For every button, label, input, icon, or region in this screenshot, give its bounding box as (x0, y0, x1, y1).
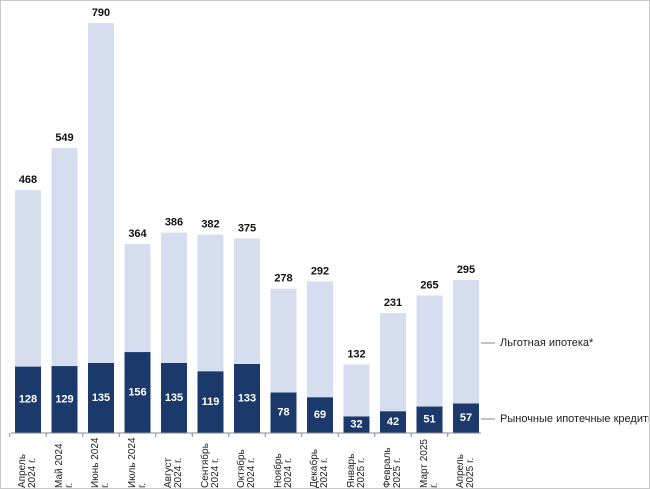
total-label: 549 (55, 132, 73, 144)
bar-segment (307, 397, 333, 433)
total-label: 278 (274, 273, 292, 285)
bar-segment (307, 281, 333, 398)
bar-segment (453, 403, 479, 433)
legend-label: Льготная ипотека* (500, 337, 594, 349)
bar-segment (234, 363, 260, 433)
bar-segment (51, 366, 78, 433)
x-tick-label: Апрель 2024 г. (17, 454, 38, 488)
x-tick-label: Декабрь 2024 г. (309, 449, 330, 488)
bar-segment (88, 362, 114, 433)
bar-segment (234, 238, 260, 364)
x-tick-label: Март 2025 г. (418, 439, 440, 488)
total-label: 375 (238, 222, 256, 234)
bar-segment (343, 364, 370, 417)
x-tick-label: Май 2024 г. (53, 443, 75, 488)
x-tick-label: Октябрь 2024 г. (236, 449, 257, 488)
bar-segment (197, 371, 224, 433)
value-label: 78 (277, 407, 289, 419)
bar-segment (270, 392, 297, 433)
bar-segment (51, 148, 78, 367)
total-label: 382 (201, 219, 219, 231)
value-label: 51 (423, 414, 435, 426)
bar-segment (416, 295, 443, 407)
x-tick-label: Июль 2024 г. (126, 437, 148, 488)
x-tick-label: Сентябрь 2024 г. (199, 443, 221, 488)
value-label: 32 (350, 419, 362, 431)
bar-segment (380, 313, 406, 412)
value-label: 128 (19, 394, 37, 406)
x-tick-label: Ноябрь 2024 г. (272, 453, 294, 488)
value-label: 135 (165, 392, 183, 404)
bar-segment (124, 244, 151, 353)
x-tick-label: Январь 2025 г. (345, 453, 367, 488)
bar-segment (15, 366, 41, 433)
bar-segment (124, 352, 151, 433)
bar-segment (88, 23, 114, 363)
total-label: 292 (311, 265, 329, 277)
value-label: 119 (202, 396, 220, 408)
bar-segment (270, 288, 297, 393)
bar-segment (15, 190, 41, 367)
value-label: 133 (238, 392, 256, 404)
bar-segment (380, 411, 406, 433)
total-label: 468 (19, 174, 37, 186)
total-label: 231 (384, 297, 402, 309)
bar-segment (161, 232, 187, 363)
value-label: 69 (314, 409, 326, 421)
bar-segment (416, 406, 443, 433)
value-label: 135 (92, 392, 110, 404)
x-tick-label: Июнь 2024 г. (90, 437, 111, 488)
total-label: 386 (165, 217, 183, 229)
x-tick-label: Февраль 2025 г. (382, 447, 403, 488)
value-label: 57 (460, 412, 472, 424)
value-label: 129 (55, 393, 73, 405)
bar-segment (453, 279, 479, 404)
bar-segment (161, 362, 187, 433)
bar-segment (197, 234, 224, 372)
x-tick-label: Август 2024 г. (163, 457, 184, 488)
total-label: 364 (128, 228, 147, 240)
total-label: 295 (457, 264, 475, 276)
value-label: 156 (128, 386, 146, 398)
value-label: 42 (387, 416, 399, 428)
total-label: 790 (92, 7, 110, 19)
total-label: 265 (420, 279, 438, 291)
bar-segment (343, 416, 370, 433)
legend-label: Рыночные ипотечные кредиты (500, 413, 649, 425)
total-label: 132 (347, 348, 365, 360)
x-tick-label: Апрель 2025 г. (455, 454, 476, 488)
